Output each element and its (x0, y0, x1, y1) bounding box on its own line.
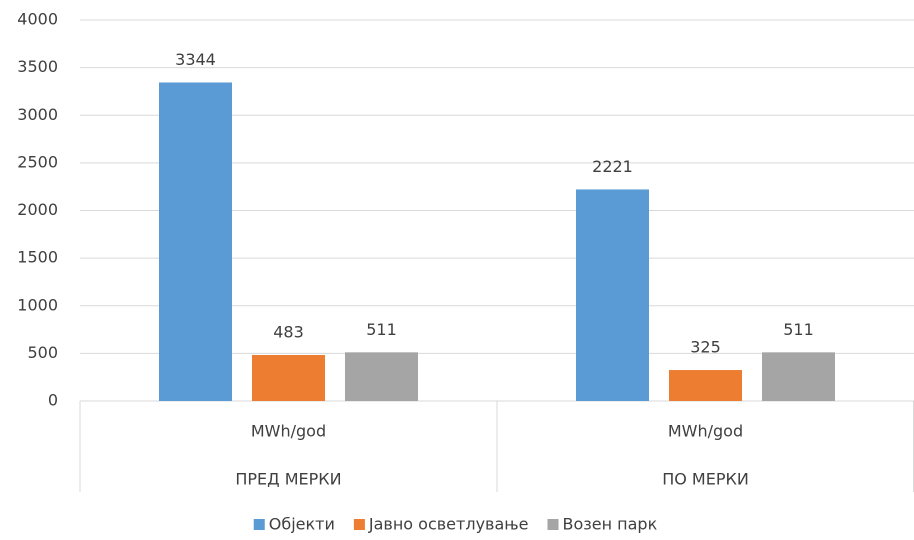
group-label: ПО МЕРКИ (662, 470, 749, 489)
y-tick-label: 2500 (17, 152, 58, 171)
data-label: 3344 (175, 50, 216, 69)
bar (762, 352, 835, 401)
y-tick-label: 1500 (17, 248, 58, 267)
legend-label: Објекти (269, 515, 335, 534)
legend-label: Јавно осветлување (368, 515, 529, 534)
y-tick-label: 3000 (17, 105, 58, 124)
data-label: 483 (273, 322, 304, 341)
x-tick-label: MWh/god (668, 422, 743, 441)
legend-label: Возен парк (563, 515, 658, 534)
data-label: 511 (366, 320, 397, 339)
bar (159, 82, 232, 401)
y-tick-label: 500 (27, 343, 58, 362)
bar (345, 352, 418, 401)
legend-swatch (547, 519, 559, 530)
y-tick-label: 0 (48, 391, 58, 410)
data-label: 511 (783, 320, 814, 339)
y-tick-label: 1000 (17, 295, 58, 314)
y-tick-label: 2000 (17, 200, 58, 219)
y-tick-label: 3500 (17, 57, 58, 76)
bar (252, 354, 325, 401)
bar (669, 370, 742, 401)
data-label: 325 (690, 338, 721, 357)
legend-swatch (253, 519, 265, 530)
group-label: ПРЕД МЕРКИ (235, 470, 341, 489)
bar (576, 189, 649, 401)
y-tick-label: 4000 (17, 10, 58, 29)
data-label: 2221 (592, 157, 633, 176)
legend-swatch (353, 519, 365, 530)
x-tick-label: MWh/god (251, 422, 326, 441)
